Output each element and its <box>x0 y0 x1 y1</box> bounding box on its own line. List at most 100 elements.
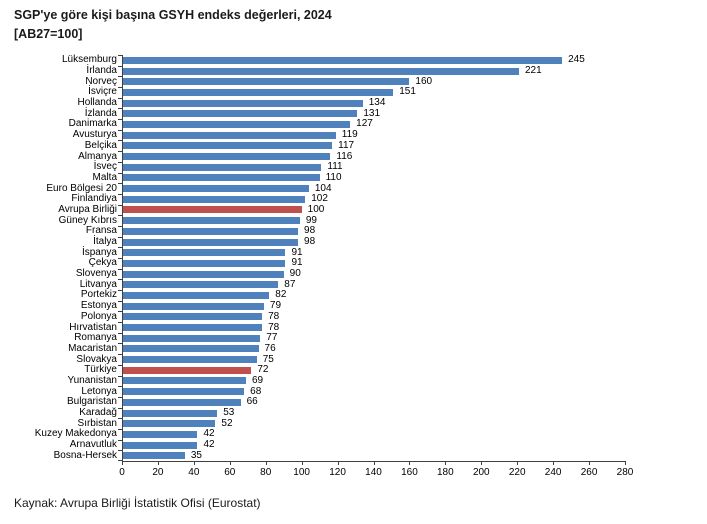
bar-area: 131 <box>122 108 625 119</box>
category-label: İspanya <box>81 246 117 258</box>
value-label: 134 <box>368 97 386 109</box>
chart-row: Türkiye 72 <box>12 365 625 376</box>
x-axis-tick <box>265 461 267 465</box>
bar <box>122 195 306 203</box>
bar <box>122 324 263 332</box>
bar <box>122 409 218 417</box>
bar-area: 42 <box>122 440 625 451</box>
value-label: 245 <box>568 54 585 66</box>
value-label: 75 <box>262 353 274 365</box>
bar <box>122 206 302 214</box>
bar-area: 78 <box>122 322 625 333</box>
bar-area: 110 <box>122 171 625 184</box>
x-axis-tick <box>553 461 555 465</box>
chart-row: Arnavutluk 42 <box>12 440 625 451</box>
x-axis-tick-label: 280 <box>616 467 634 478</box>
chart-row: Finlandiya 102 <box>12 194 625 205</box>
chart-row: Portekiz 82 <box>12 290 625 301</box>
bar-area: 127 <box>122 119 625 130</box>
x-axis-tick <box>517 461 519 465</box>
chart-row: Kuzey Makedonya 42 <box>12 429 625 440</box>
bar <box>122 259 286 267</box>
x-axis-tick-label: 240 <box>544 467 562 478</box>
value-label: 42 <box>203 428 215 440</box>
bar <box>122 249 286 257</box>
value-label: 110 <box>325 171 342 183</box>
bar-area: 66 <box>122 397 625 408</box>
value-label: 82 <box>275 289 287 301</box>
chart-row: Bosna-Hersek 35 <box>12 450 625 461</box>
value-label: 102 <box>311 193 328 205</box>
bar <box>122 356 257 364</box>
bar-area: 75 <box>122 354 625 365</box>
chart-row: Slovenya 90 <box>12 269 625 280</box>
bar-area: 134 <box>122 98 625 109</box>
x-axis-tick <box>193 461 195 465</box>
category-label: Danimarka <box>68 118 117 130</box>
category-label: Macaristan <box>68 342 117 354</box>
chart-row: Yunanistan 69 <box>12 374 625 387</box>
category-label: Lüksemburg <box>61 54 117 66</box>
chart-title-line1: SGP'ye göre kişi başına GSYH endeks değe… <box>14 8 332 22</box>
bar <box>122 185 309 193</box>
bar-area: 245 <box>122 55 625 66</box>
value-label: 72 <box>257 364 269 376</box>
chart-row: Litvanya 87 <box>12 279 625 290</box>
value-label: 66 <box>246 396 258 408</box>
category-label: Kuzey Makedonya <box>34 428 117 440</box>
value-label: 100 <box>307 203 325 215</box>
chart-title: SGP'ye göre kişi başına GSYH endeks değe… <box>14 6 332 44</box>
bar-area: 35 <box>122 450 625 461</box>
x-axis-tick-label: 60 <box>224 467 236 478</box>
bar-area: 78 <box>122 310 625 323</box>
chart-row: Sırbistan 52 <box>12 418 625 429</box>
chart-row: İsveç 111 <box>12 162 625 173</box>
x-axis-tick-label: 160 <box>401 467 418 478</box>
bar-area: 42 <box>122 429 625 440</box>
x-axis-tick <box>625 461 626 465</box>
category-label: Letonya <box>81 385 117 397</box>
value-label: 79 <box>269 300 282 312</box>
category-label: Finlandiya <box>71 193 117 205</box>
bar-area: 53 <box>122 408 625 419</box>
category-label: İrlanda <box>86 65 117 77</box>
value-label: 117 <box>338 139 355 151</box>
chart-row: Letonya 68 <box>12 386 625 397</box>
category-label: Hollanda <box>77 97 117 109</box>
x-axis-tick <box>157 461 159 465</box>
x-axis-tick <box>373 461 375 465</box>
bar-area: 99 <box>122 215 625 226</box>
value-label: 151 <box>399 86 416 98</box>
x-axis-tick-label: 260 <box>580 467 598 478</box>
chart-row: Macaristan 76 <box>12 342 625 355</box>
bar-area: 87 <box>122 279 625 290</box>
bar-area: 104 <box>122 183 625 194</box>
chart-row: İzlanda 131 <box>12 108 625 119</box>
value-label: 77 <box>266 332 278 344</box>
chart-row: Lüksemburg 245 <box>12 55 625 66</box>
chart-row: Euro Bölgesi 20 104 <box>12 183 625 194</box>
chart-row: Belçika 117 <box>12 139 625 152</box>
bar-area: 76 <box>122 343 625 355</box>
value-label: 78 <box>268 310 280 322</box>
category-label: İtalya <box>93 236 117 248</box>
bar <box>122 270 284 278</box>
x-axis-tick <box>229 461 231 465</box>
x-axis-tick-label: 220 <box>508 467 526 478</box>
category-label: Yunanistan <box>67 374 118 386</box>
bar-area: 82 <box>122 290 625 301</box>
bar <box>122 291 270 299</box>
category-label: Fransa <box>85 225 117 237</box>
value-label: 87 <box>284 278 296 290</box>
bar <box>122 281 279 289</box>
bar <box>122 174 320 182</box>
chart-row: İspanya 91 <box>12 247 625 258</box>
bar-area: 79 <box>122 301 625 312</box>
chart-row: Çekya 91 <box>12 258 625 269</box>
bar <box>122 78 410 86</box>
category-label: Slovakya <box>76 353 117 365</box>
category-label: Karadağ <box>79 407 117 419</box>
category-label: Arnavutluk <box>69 439 117 451</box>
x-axis-tick-label: 20 <box>152 467 164 478</box>
chart-row: Karadağ 53 <box>12 408 625 419</box>
